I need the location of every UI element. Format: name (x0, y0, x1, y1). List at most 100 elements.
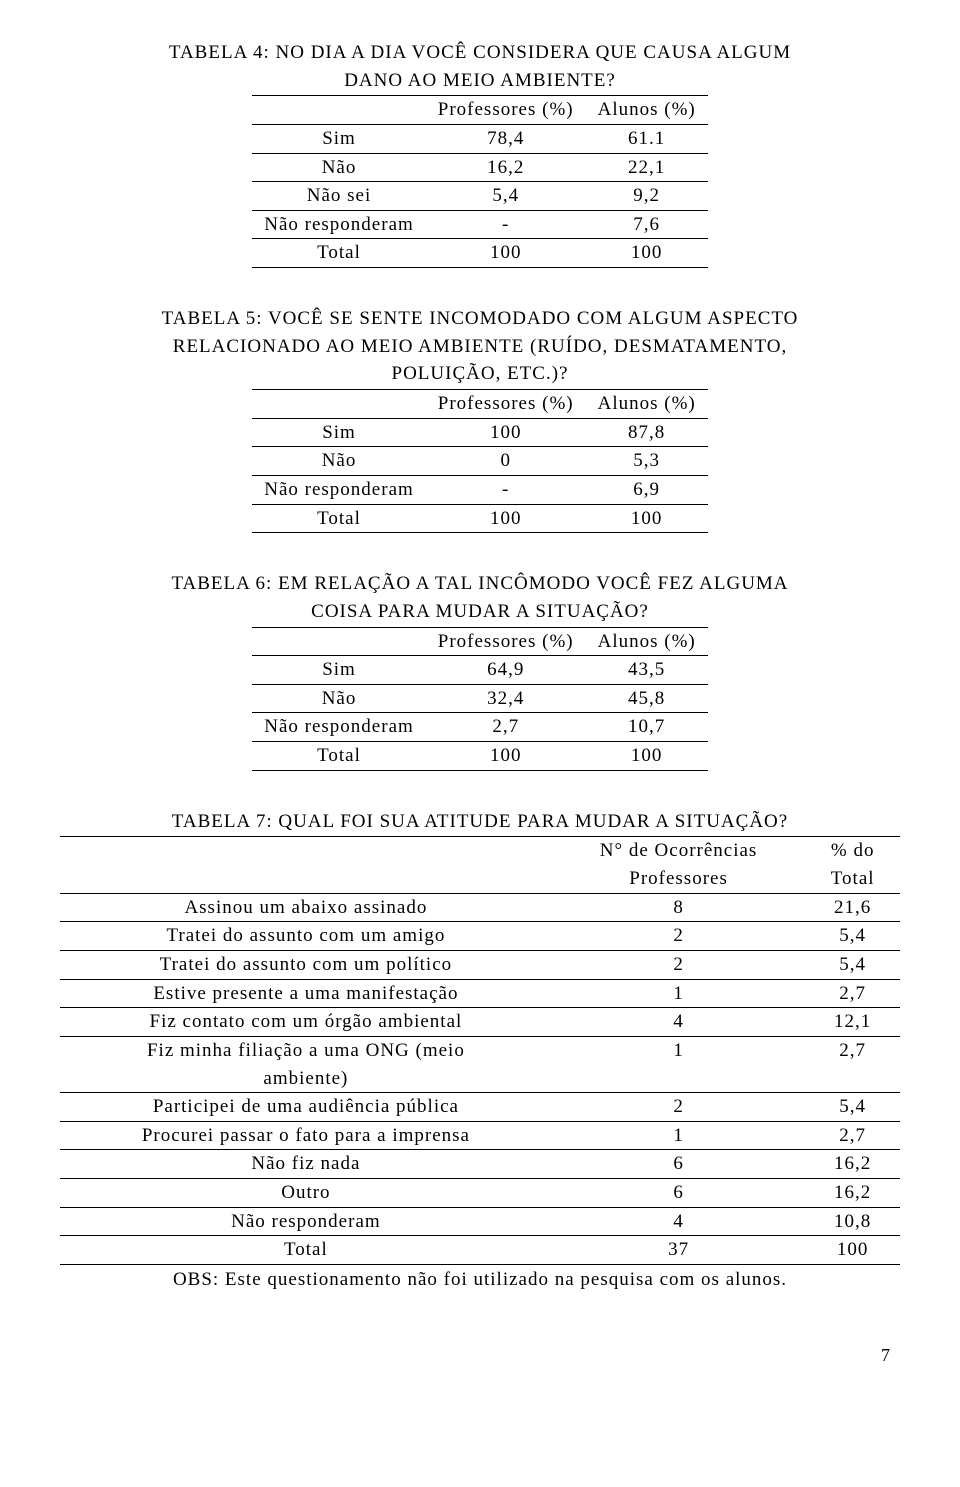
table-cell (552, 1065, 806, 1093)
table-cell: 6 (552, 1150, 806, 1179)
table-cell: 2 (552, 922, 806, 951)
table-cell: 2,7 (805, 1121, 900, 1150)
table-cell: 1 (552, 1121, 806, 1150)
table-row-label: Fiz contato com um órgão ambiental (60, 1008, 552, 1037)
table-cell: 37 (552, 1236, 806, 1265)
table-cell: 10,8 (805, 1207, 900, 1236)
table-cell: 6 (552, 1179, 806, 1208)
table-4-title-line-1: TABELA 4: NO DIA A DIA VOCÊ CONSIDERA QU… (60, 40, 900, 66)
table-row-label: Não responderam (60, 1207, 552, 1236)
table-cell: 0 (426, 447, 586, 476)
table-row-label: Assinou um abaixo assinado (60, 893, 552, 922)
table-7: N° de Ocorrências % do Professores Total… (60, 836, 900, 1265)
table-cell: 16,2 (805, 1179, 900, 1208)
table-cell: 100 (586, 742, 708, 771)
table-6-empty-header (252, 627, 426, 656)
table-5-empty-header (252, 390, 426, 419)
table-cell: 5,4 (805, 950, 900, 979)
table-4-block: TABELA 4: NO DIA A DIA VOCÊ CONSIDERA QU… (60, 40, 900, 268)
table-cell: 45,8 (586, 684, 708, 713)
table-cell: - (426, 475, 586, 504)
table-7-col-pct-line-2: Total (805, 865, 900, 893)
table-7-empty-header-2 (60, 865, 552, 893)
table-row-label: Não responderam (252, 475, 426, 504)
table-row-label: Não (252, 447, 426, 476)
table-cell: 2,7 (805, 979, 900, 1008)
table-5-block: TABELA 5: VOCÊ SE SENTE INCOMODADO COM A… (60, 306, 900, 533)
table-cell: 100 (805, 1236, 900, 1265)
table-cell: - (426, 210, 586, 239)
table-6: Professores (%) Alunos (%) Sim64,943,5 N… (252, 627, 708, 771)
table-cell: 100 (426, 239, 586, 268)
table-cell: 1 (552, 1036, 806, 1064)
table-cell: 100 (586, 239, 708, 268)
table-row-label: Tratei do assunto com um amigo (60, 922, 552, 951)
table-row-label: Participei de uma audiência pública (60, 1093, 552, 1122)
table-cell: 1 (552, 979, 806, 1008)
page-number: 7 (60, 1343, 900, 1367)
table-cell: 4 (552, 1008, 806, 1037)
table-cell: 16,2 (805, 1150, 900, 1179)
table-row-label: Outro (60, 1179, 552, 1208)
table-row-label: Não fiz nada (60, 1150, 552, 1179)
table-cell: 87,8 (586, 418, 708, 447)
table-row-label: Não responderam (252, 713, 426, 742)
table-cell: 2,7 (805, 1036, 900, 1064)
table-row-label: Tratei do assunto com um político (60, 950, 552, 979)
table-cell: 2 (552, 950, 806, 979)
table-row-label: ambiente) (60, 1065, 552, 1093)
table-cell: 5,4 (805, 1093, 900, 1122)
table-cell: 7,6 (586, 210, 708, 239)
table-4-col-alunos: Alunos (%) (586, 96, 708, 125)
table-row-label: Sim (252, 656, 426, 685)
table-row-label: Total (252, 742, 426, 771)
table-cell: 100 (426, 418, 586, 447)
table-row-label: Não (252, 684, 426, 713)
table-4: Professores (%) Alunos (%) Sim78,461.1 N… (252, 95, 708, 268)
table-6-col-professores: Professores (%) (426, 627, 586, 656)
table-6-col-alunos: Alunos (%) (586, 627, 708, 656)
table-cell: 2 (552, 1093, 806, 1122)
table-cell: 43,5 (586, 656, 708, 685)
table-7-block: TABELA 7: QUAL FOI SUA ATITUDE PARA MUDA… (60, 809, 900, 1293)
table-7-empty-header (60, 837, 552, 865)
table-cell: 32,4 (426, 684, 586, 713)
table-cell: 8 (552, 893, 806, 922)
table-row-label: Não (252, 153, 426, 182)
table-cell: 78,4 (426, 124, 586, 153)
table-row-label: Procurei passar o fato para a imprensa (60, 1121, 552, 1150)
table-cell: 61.1 (586, 124, 708, 153)
table-4-empty-header (252, 96, 426, 125)
table-cell: 5,3 (586, 447, 708, 476)
table-cell: 16,2 (426, 153, 586, 182)
table-6-title-line-2: COISA PARA MUDAR A SITUAÇÃO? (60, 599, 900, 625)
table-cell: 21,6 (805, 893, 900, 922)
table-4-col-professores: Professores (%) (426, 96, 586, 125)
table-7-col-n-line-1: N° de Ocorrências (552, 837, 806, 865)
table-row-label: Sim (252, 124, 426, 153)
table-cell: 100 (426, 504, 586, 533)
table-row-label: Fiz minha filiação a uma ONG (meio (60, 1036, 552, 1064)
table-cell: 2,7 (426, 713, 586, 742)
table-6-title-line-1: TABELA 6: EM RELAÇÃO A TAL INCÔMODO VOCÊ… (60, 571, 900, 597)
table-5: Professores (%) Alunos (%) Sim10087,8 Nã… (252, 389, 708, 533)
table-7-col-pct-line-1: % do (805, 837, 900, 865)
table-4-title-line-2: DANO AO MEIO AMBIENTE? (60, 68, 900, 94)
table-5-col-alunos: Alunos (%) (586, 390, 708, 419)
table-cell: 64,9 (426, 656, 586, 685)
table-5-title-line-2: RELACIONADO AO MEIO AMBIENTE (RUÍDO, DES… (60, 334, 900, 360)
table-5-col-professores: Professores (%) (426, 390, 586, 419)
table-cell: 100 (586, 504, 708, 533)
table-5-title-line-1: TABELA 5: VOCÊ SE SENTE INCOMODADO COM A… (60, 306, 900, 332)
table-7-col-n-line-2: Professores (552, 865, 806, 893)
table-cell: 6,9 (586, 475, 708, 504)
table-row-label: Total (252, 239, 426, 268)
table-cell: 5,4 (805, 922, 900, 951)
table-cell: 5,4 (426, 182, 586, 211)
table-7-obs: OBS: Este questionamento não foi utiliza… (60, 1267, 900, 1293)
table-cell: 100 (426, 742, 586, 771)
table-row-label: Sim (252, 418, 426, 447)
table-cell: 4 (552, 1207, 806, 1236)
table-6-block: TABELA 6: EM RELAÇÃO A TAL INCÔMODO VOCÊ… (60, 571, 900, 770)
table-cell: 22,1 (586, 153, 708, 182)
